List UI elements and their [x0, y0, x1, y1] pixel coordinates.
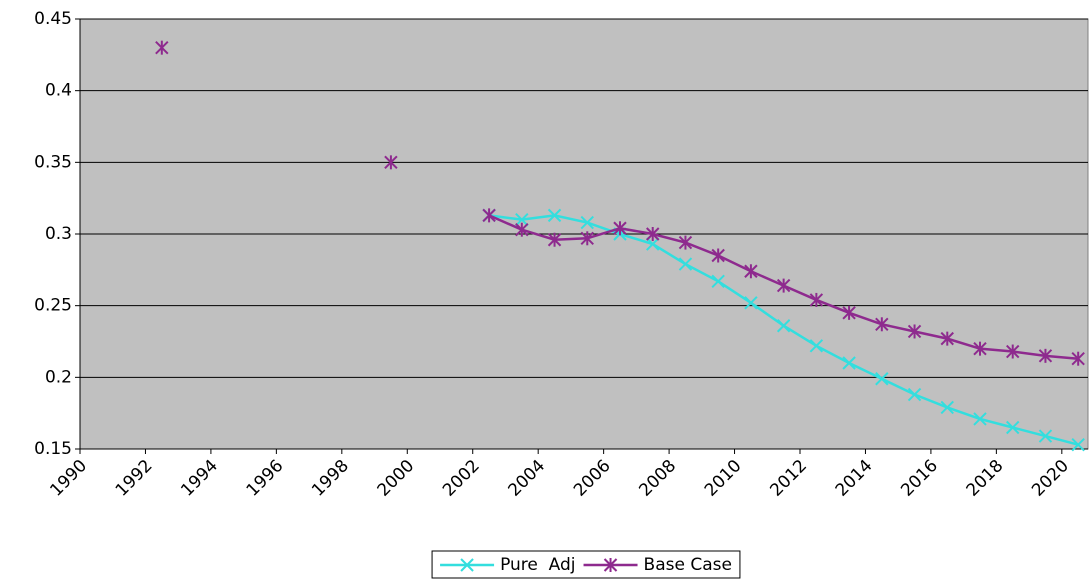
marker-stroke — [646, 237, 660, 251]
data-point — [646, 227, 660, 241]
y-tick-label: 0.15 — [34, 439, 72, 459]
marker-stroke — [678, 257, 693, 271]
marker-stroke — [580, 215, 594, 230]
legend: Pure Adj Base Case — [431, 550, 741, 579]
y-tick-label: 0.25 — [34, 296, 72, 316]
legend-label: Pure Adj — [500, 555, 575, 575]
x-tick-label: 2012 — [766, 456, 811, 501]
data-point — [482, 208, 496, 223]
data-point — [515, 222, 529, 237]
data-point — [907, 324, 922, 339]
data-point — [842, 356, 856, 370]
y-tick-label: 0.2 — [45, 367, 72, 387]
data-point — [875, 317, 889, 332]
data-point — [155, 40, 169, 55]
x-tick-label: 2008 — [635, 456, 680, 501]
y-tick-label: 0.35 — [34, 152, 72, 172]
marker-stroke — [842, 356, 856, 370]
data-point — [711, 248, 725, 263]
data-point — [809, 339, 824, 353]
marker-stroke — [515, 212, 529, 227]
y-tick-label: 0.3 — [45, 224, 72, 244]
data-point — [646, 237, 660, 251]
data-point — [580, 215, 594, 230]
x-tick-label: 2002 — [439, 456, 484, 501]
marker-stroke — [744, 296, 758, 310]
data-point — [547, 208, 562, 223]
marker-stroke — [940, 400, 954, 415]
data-point — [1006, 420, 1020, 435]
x-tick-label: 2016 — [897, 456, 942, 501]
x-tick-label: 2010 — [701, 456, 746, 501]
x-tick-label: 2006 — [570, 456, 615, 501]
marker-stroke — [875, 372, 889, 386]
data-point — [678, 235, 693, 250]
x-tick-label: 1996 — [243, 456, 288, 501]
data-point — [384, 155, 398, 170]
data-point — [580, 231, 594, 246]
x-tick-label: 1992 — [112, 456, 157, 501]
data-point — [940, 400, 954, 415]
data-point — [744, 264, 758, 279]
marker-stroke — [1071, 437, 1085, 452]
legend-marker — [603, 558, 618, 572]
data-point — [1071, 437, 1085, 452]
marker-stroke — [1006, 420, 1020, 435]
data-point — [940, 331, 954, 346]
marker-stroke — [907, 387, 922, 402]
data-point — [678, 257, 693, 271]
data-point — [776, 319, 791, 333]
legend-label: Base Case — [644, 555, 732, 575]
marker-stroke — [809, 339, 824, 353]
data-point — [809, 292, 824, 307]
data-point — [1071, 351, 1085, 366]
x-tick-label: 1990 — [46, 456, 91, 501]
data-point — [907, 387, 922, 402]
data-point — [711, 274, 725, 289]
marker-stroke — [1038, 429, 1053, 443]
data-point — [973, 341, 987, 356]
data-point — [547, 232, 562, 247]
x-tick-label: 2020 — [1028, 456, 1073, 501]
marker-stroke — [776, 319, 791, 333]
marker-stroke — [973, 412, 987, 426]
marker-stroke — [711, 274, 725, 289]
legend-marker — [460, 558, 474, 572]
data-point — [1006, 344, 1020, 359]
x-tick-label: 2004 — [505, 456, 550, 501]
x-tick-label: 2014 — [832, 456, 877, 501]
x-tick-label: 2018 — [963, 456, 1008, 501]
data-point — [842, 305, 856, 320]
data-point — [613, 221, 627, 236]
x-tick-label: 1998 — [308, 456, 353, 501]
x-tick-label: 2000 — [374, 456, 419, 501]
data-point — [1038, 348, 1053, 363]
marker-stroke — [547, 208, 562, 223]
data-point — [1038, 429, 1053, 443]
data-point — [875, 372, 889, 386]
y-tick-label: 0.45 — [34, 9, 72, 29]
y-tick-label: 0.4 — [45, 81, 72, 101]
data-point — [973, 412, 987, 426]
data-point — [776, 278, 791, 293]
x-tick-label: 1994 — [177, 456, 222, 501]
marker-stroke — [460, 558, 474, 572]
data-point — [744, 296, 758, 310]
data-point — [515, 212, 529, 227]
